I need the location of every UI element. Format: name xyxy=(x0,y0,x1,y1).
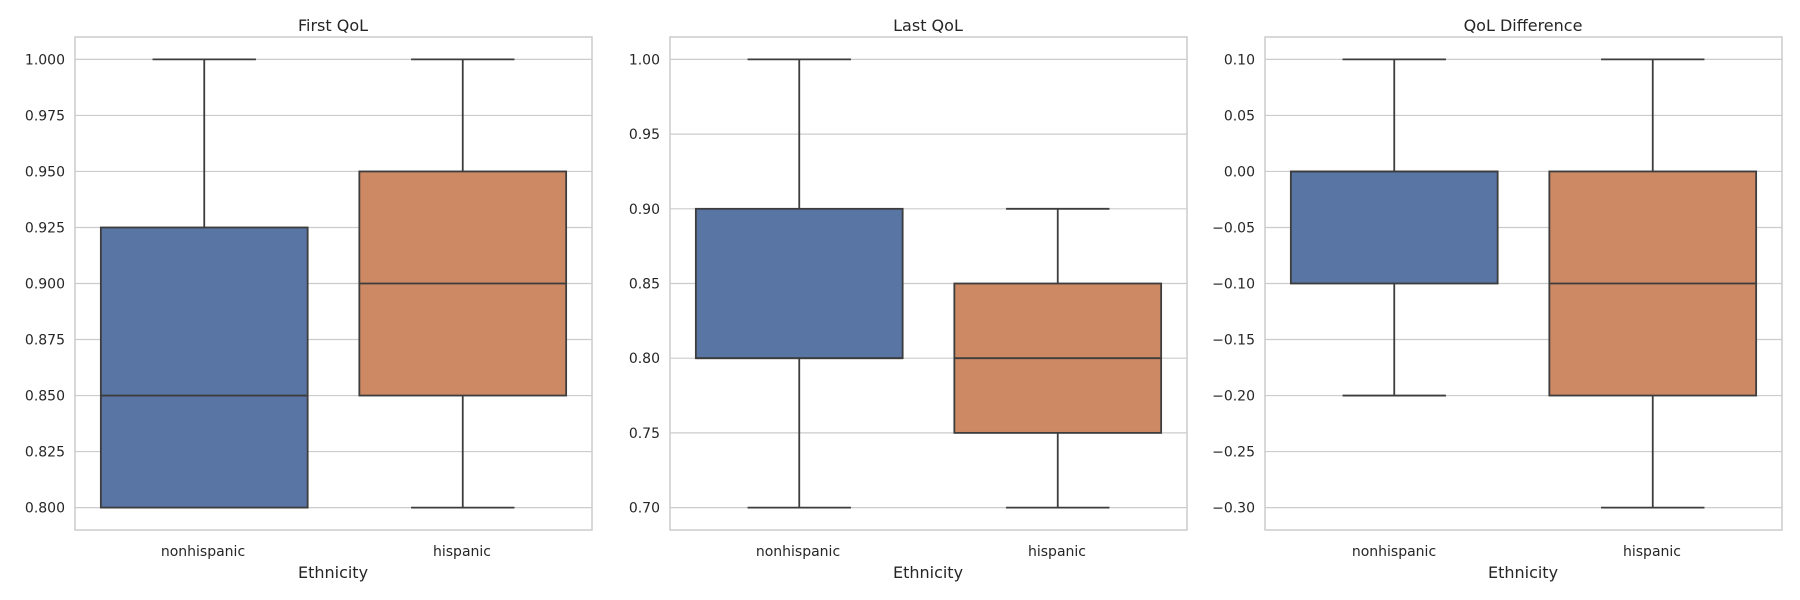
chart-title: Last QoL xyxy=(893,16,963,35)
y-tick-label: −0.10 xyxy=(1212,277,1255,293)
box-nonhispanic xyxy=(99,58,309,509)
y-tick-label: 0.70 xyxy=(629,501,660,517)
y-tick-label: 1.00 xyxy=(629,52,660,68)
x-tick-label-nonhispanic: nonhispanic xyxy=(1352,544,1436,560)
y-tick-label: 0.925 xyxy=(25,220,65,236)
y-tick-label: −0.20 xyxy=(1212,389,1255,405)
box-series xyxy=(99,58,568,509)
y-tick-label: 1.000 xyxy=(25,52,65,68)
y-tick-label: 0.85 xyxy=(629,277,660,293)
axes-frame xyxy=(669,36,1188,531)
panel-first-qol: First QoL 0.800 0.825 0.850 0.875 0.900 0.925… xyxy=(25,16,593,582)
chart-title: First QoL xyxy=(298,16,368,35)
y-tick-label: 0.850 xyxy=(25,389,65,405)
y-tick-labels: 0.70 0.75 0.80 0.85 0.90 0.95 1.00 xyxy=(629,52,660,516)
y-tick-label: −0.05 xyxy=(1212,220,1255,236)
y-tick-label: 0.05 xyxy=(1224,108,1255,124)
panel-qol-difference: QoL Difference −0.30 −0.25 −0.20 −0.15 −0.10… xyxy=(1212,16,1783,582)
axes-frame xyxy=(74,36,593,531)
x-axis-label: Ethnicity xyxy=(298,563,368,582)
box-nonhispanic xyxy=(694,58,904,509)
box-hispanic xyxy=(953,207,1163,509)
y-tick-label: 0.875 xyxy=(25,333,65,349)
box-hispanic xyxy=(1548,58,1758,509)
x-tick-label-nonhispanic: nonhispanic xyxy=(756,544,840,560)
y-tick-label: 0.10 xyxy=(1224,52,1255,68)
y-tick-label: 0.950 xyxy=(25,164,65,180)
axes-frame xyxy=(1264,36,1783,531)
y-tick-label: 0.95 xyxy=(629,127,660,143)
y-tick-label: 0.825 xyxy=(25,445,65,461)
x-tick-label-nonhispanic: nonhispanic xyxy=(161,544,245,560)
iqr-box xyxy=(694,207,904,360)
y-tick-labels: 0.800 0.825 0.850 0.875 0.900 0.925 0.950 0.975… xyxy=(25,52,65,516)
y-tick-label: −0.25 xyxy=(1212,445,1255,461)
panel-last-qol: Last QoL 0.70 0.75 0.80 0.85 0.90 0.95 1.00 no… xyxy=(629,16,1188,582)
y-tick-label: 0.00 xyxy=(1224,164,1255,180)
y-tick-label: −0.30 xyxy=(1212,501,1255,517)
y-tick-label: 0.75 xyxy=(629,426,660,442)
chart-title: QoL Difference xyxy=(1464,16,1583,35)
box-hispanic xyxy=(358,58,568,509)
y-tick-label: 0.80 xyxy=(629,351,660,367)
x-tick-label-hispanic: hispanic xyxy=(1623,544,1681,560)
y-tick-label: 0.975 xyxy=(25,108,65,124)
box-series xyxy=(1289,58,1758,509)
y-tick-label: 0.90 xyxy=(629,202,660,218)
x-axis-label: Ethnicity xyxy=(1488,563,1558,582)
y-tick-label: −0.15 xyxy=(1212,333,1255,349)
box-series xyxy=(694,58,1163,509)
y-tick-label: 0.800 xyxy=(25,501,65,517)
y-tick-label: 0.900 xyxy=(25,277,65,293)
y-tick-labels: −0.30 −0.25 −0.20 −0.15 −0.10 −0.05 0.00 0.05 0.… xyxy=(1212,52,1255,516)
box-nonhispanic xyxy=(1289,58,1499,397)
x-tick-label-hispanic: hispanic xyxy=(1028,544,1086,560)
x-axis-label: Ethnicity xyxy=(893,563,963,582)
iqr-box xyxy=(99,226,309,509)
x-tick-label-hispanic: hispanic xyxy=(433,544,491,560)
iqr-box xyxy=(1289,170,1499,285)
